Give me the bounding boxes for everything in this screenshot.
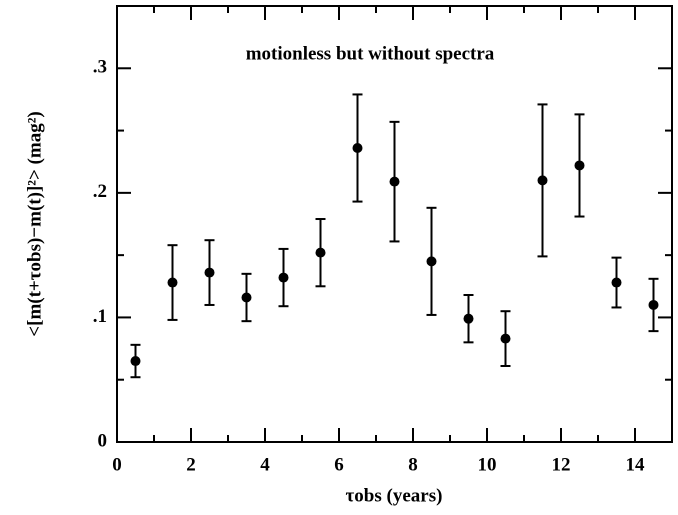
y-tick-label: .3 [93,57,107,78]
x-tick-label: 10 [478,454,497,475]
x-tick-label: 6 [334,454,344,475]
data-point [130,356,141,367]
data-point [167,277,178,288]
data-point [500,333,511,344]
y-tick-label: .2 [93,181,107,202]
data-point [315,247,326,258]
x-axis-label: τobs (years) [346,485,443,506]
data-point [278,272,289,283]
data-point [537,175,548,186]
annotation: motionless but without spectra [246,43,495,64]
data-point [611,277,622,288]
x-tick-label: 4 [260,454,270,475]
y-tick-label: .1 [93,306,107,327]
y-tick-label: 0 [98,430,108,451]
x-tick-label: 14 [626,454,646,475]
data-point [574,160,585,171]
plot-frame [116,5,673,443]
data-point [648,299,659,310]
y-axis-label: <[m(t+τobs)−m(t)]²> (mag²) [24,111,45,336]
x-tick-label: 8 [408,454,418,475]
x-tick-label: 2 [186,454,196,475]
data-point [426,256,437,267]
x-tick-label: 0 [112,454,122,475]
data-point [352,143,363,154]
data-point [389,176,400,187]
data-point [204,267,215,278]
x-tick-label: 12 [552,454,571,475]
data-point [463,313,474,324]
data-point [241,292,252,303]
